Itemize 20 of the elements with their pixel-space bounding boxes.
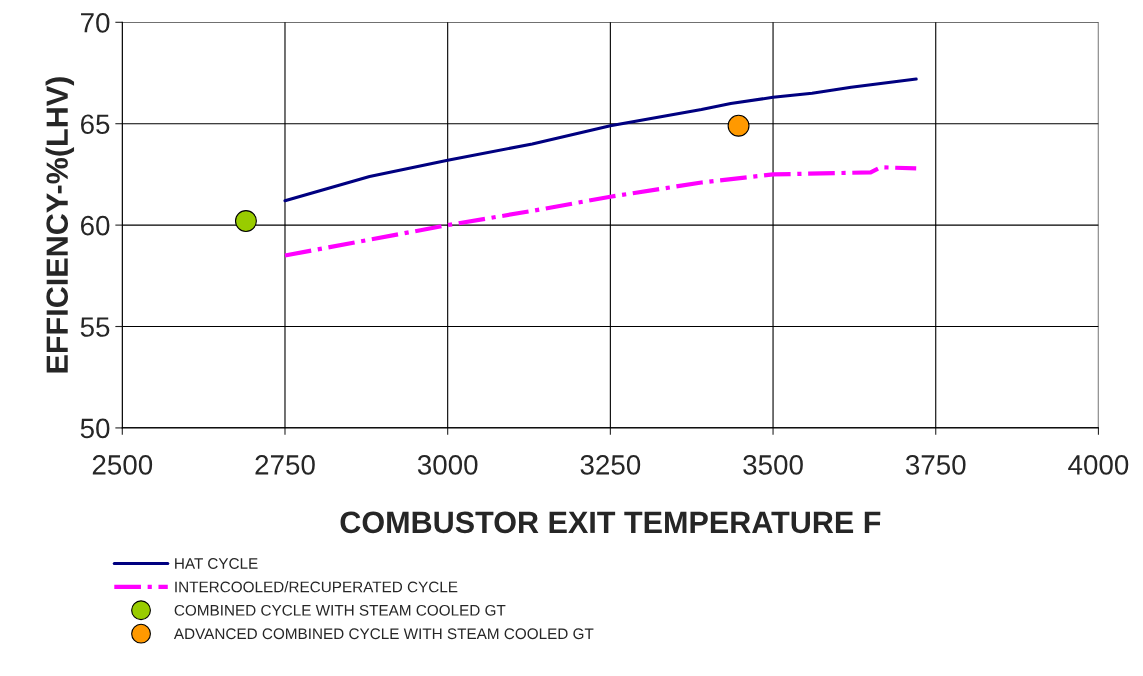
legend-label: ADVANCED COMBINED CYCLE WITH STEAM COOLED GT [173,628,594,640]
line-series [283,77,918,203]
y-tick-label: 65 [81,114,110,135]
legend-label: HAT CYCLE [175,558,258,569]
x-tick-label: 3250 [580,455,641,475]
y-axis-title: EFFICIENCY-%(LHV) [45,77,75,373]
y-tick-label: 70 [81,12,110,33]
x-tick-label: 2750 [255,455,315,475]
y-tick-label: 60 [81,215,110,236]
line-series [282,165,919,258]
x-tick-label: 3000 [417,455,478,475]
x-tick-label: 3750 [905,455,966,475]
y-tick-label: 55 [80,317,110,337]
x-tick-label: 4000 [1068,455,1129,475]
legend-label: COMBINED CYCLE WITH STEAM COOLED GT [174,604,506,616]
y-tick-label: 50 [80,418,110,439]
x-tick-label: 2500 [92,455,153,475]
x-axis-title: COMBUSTOR EXIT TEMPERATURE F [340,511,881,534]
x-tick-label: 3500 [743,455,803,475]
legend-label: INTERCOOLED/RECUPERATED CYCLE [175,581,458,593]
